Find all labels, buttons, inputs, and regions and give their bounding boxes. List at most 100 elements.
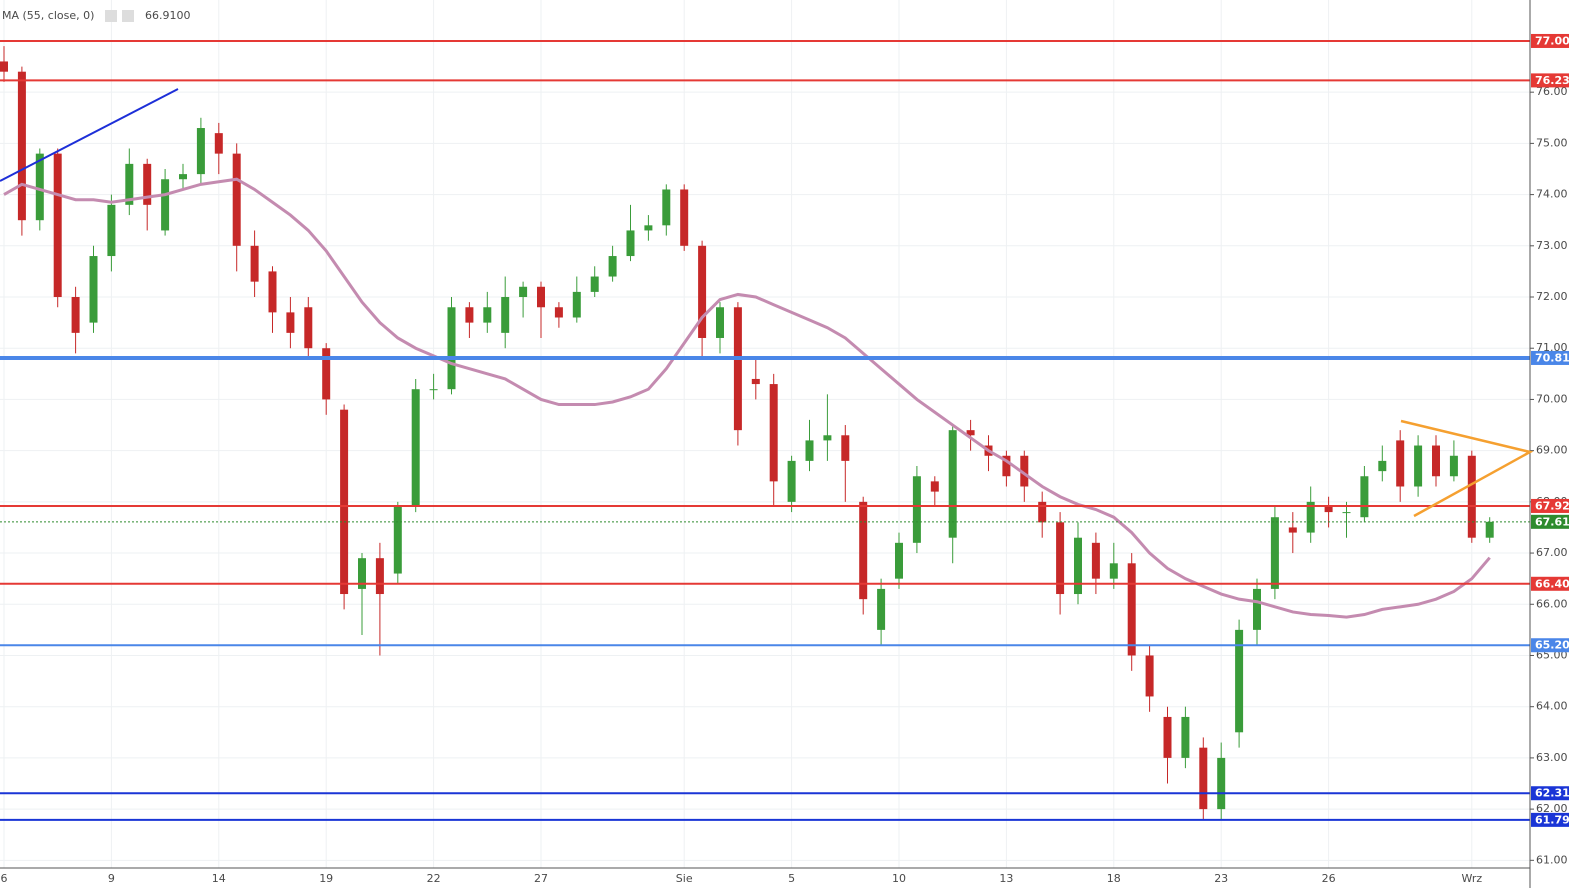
candle-body [1163,716,1172,758]
price-level-tag [1531,350,1569,365]
x-tick-label: Wrz [1461,872,1482,885]
candle-body [912,476,921,543]
y-tick-label: 75.00 [1536,136,1568,149]
candle-body [53,153,62,298]
candle-body [1074,537,1082,595]
triangle-pattern [1400,419,1534,518]
candle-body [930,481,939,492]
candle-body [358,558,366,589]
candle-body [1342,512,1351,514]
price-level-label: 70.81 [1535,351,1569,364]
price-level-label: 62.31 [1535,787,1569,800]
candle-body [1056,522,1065,595]
candle-body [698,245,707,338]
x-tick-label: 27 [534,872,548,885]
x-tick-label: 5 [788,872,795,885]
candle-body [1449,455,1458,477]
candle-body [375,558,384,595]
candle-body [948,430,957,538]
candle-body [214,133,223,154]
price-level-tag [1531,33,1569,48]
overlay: 77.00 76.23 70.81 67.92 67.61 66.40 65.20 62.31… [0,33,1569,827]
candle-body [179,174,187,180]
candle-body [1217,757,1226,810]
candle-body [89,256,98,323]
price-level-label: 67.61 [1535,515,1569,528]
y-tick-label: 69.00 [1536,444,1568,457]
candle-body [572,291,581,318]
candle-body [322,348,331,400]
price-level-label: 66.40 [1535,577,1569,590]
candle-body [17,71,26,221]
y-tick-label: 63.00 [1536,751,1568,764]
price-level-tag [1531,514,1569,529]
y-tick-label: 66.00 [1536,597,1568,610]
candle-body [125,163,134,205]
candle-body [1002,455,1011,477]
y-tick-label: 70.00 [1536,392,1568,405]
trend-line [0,88,179,182]
candle-body [1109,563,1118,579]
x-tick-label: 22 [427,872,441,885]
candle-body [1127,563,1136,656]
candle-body [751,378,760,385]
x-tick-label: 6 [1,872,8,885]
candle-body [0,61,8,72]
candle-body [107,204,116,257]
candle-body [340,409,349,595]
candle-body [841,435,850,461]
candle-body [644,225,653,231]
y-tick-label: 76.00 [1536,85,1568,98]
legend-icon[interactable] [105,10,117,22]
candle-body [1038,501,1047,523]
candle-body [1467,455,1476,538]
candle-body [590,276,599,292]
candle-body [787,460,796,502]
moving-average-line [3,177,1491,619]
candle-body [859,501,868,600]
candle-body [232,153,241,246]
candle-body [304,307,313,349]
candle-body [1199,747,1208,810]
price-level-label: 76.23 [1535,74,1569,87]
x-tick-label: 18 [1107,872,1121,885]
candle-body [268,271,277,313]
legend-icon[interactable] [122,10,134,22]
candle-body [877,588,886,630]
candle-body [1091,542,1100,579]
candle-body [501,297,510,333]
candle-body [895,542,903,579]
price-level-tag [1531,786,1569,801]
candle-body [1378,460,1387,472]
x-tick-label: Sie [676,872,693,885]
price-level-label: 65.20 [1535,639,1569,652]
y-tick-label: 62.00 [1536,802,1568,815]
price-level-tag [1531,638,1569,653]
candle-body [966,430,975,436]
candle-body [161,179,170,231]
price-level-label: 77.00 [1535,34,1569,47]
candle-body [805,440,814,461]
candle-body [1485,521,1494,538]
candle-body [680,189,689,246]
candle-body [608,256,617,277]
candle-body [250,245,259,282]
marks [0,46,1494,820]
candle-body [411,389,420,507]
candle-body [823,435,832,441]
x-tick-label: 23 [1214,872,1228,885]
candle-body [1253,588,1261,630]
candle-body [1145,655,1154,697]
candle-body [35,153,44,221]
price-level-tag [1531,73,1569,88]
candle-body [447,307,456,390]
candle-body [483,307,492,323]
candle-body [716,307,724,338]
y-tick-label: 67.00 [1536,546,1568,559]
candle-body [769,384,778,482]
y-tick-label: 74.00 [1536,188,1568,201]
candle-body [1396,440,1405,487]
candle-body [196,128,205,175]
candle-body [1360,476,1369,518]
